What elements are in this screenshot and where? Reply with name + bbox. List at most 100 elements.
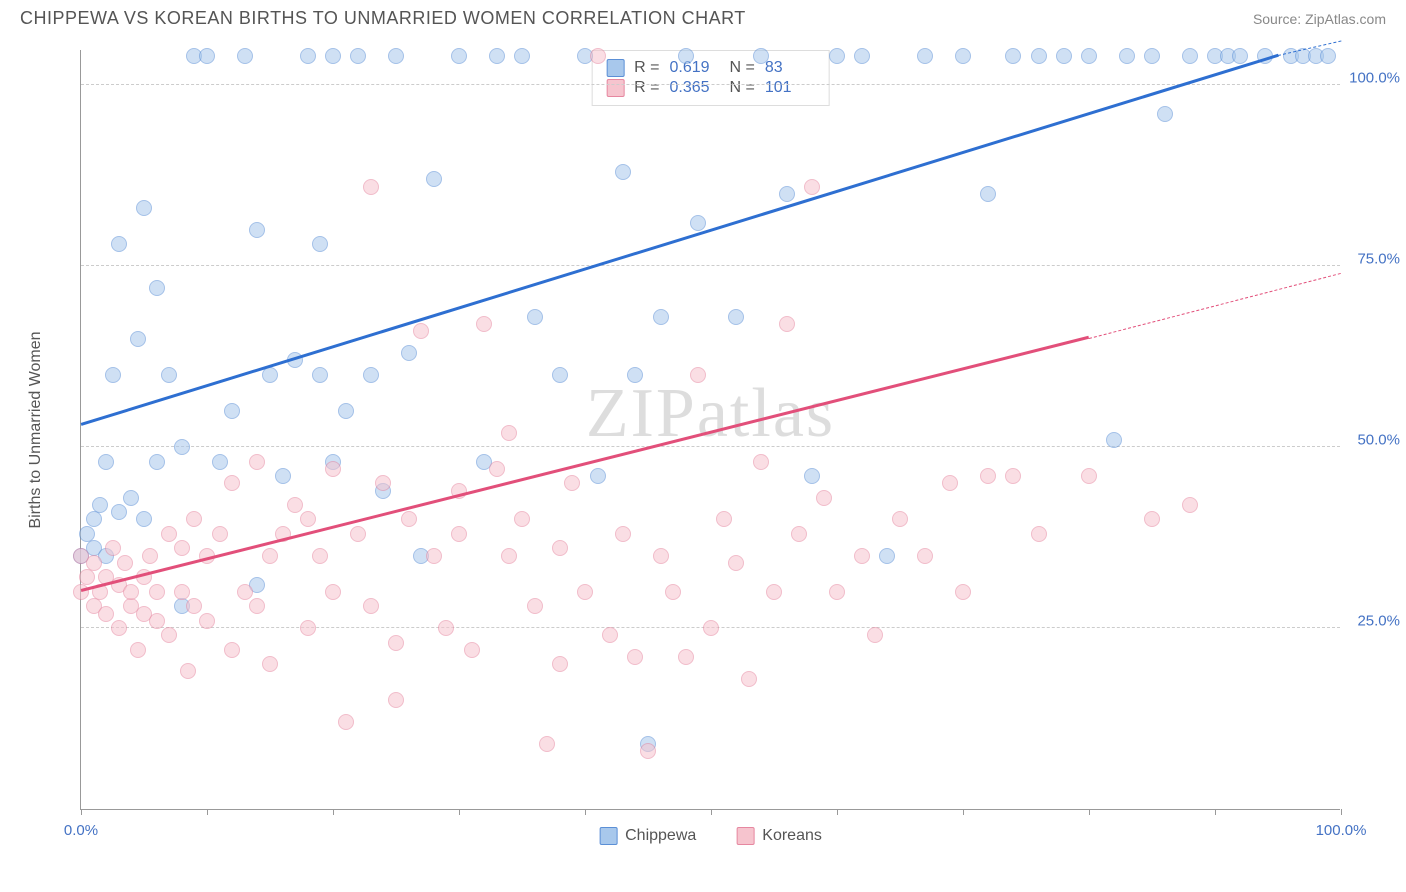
- scatter-point: [388, 48, 404, 64]
- scatter-point: [237, 584, 253, 600]
- scatter-point: [703, 620, 719, 636]
- scatter-point: [527, 598, 543, 614]
- scatter-point: [1106, 432, 1122, 448]
- scatter-point: [476, 316, 492, 332]
- chippewa-r-value: 0.619: [670, 59, 720, 77]
- scatter-point: [1320, 48, 1336, 64]
- scatter-point: [1157, 106, 1173, 122]
- scatter-point: [980, 186, 996, 202]
- scatter-point: [917, 548, 933, 564]
- scatter-point: [854, 48, 870, 64]
- scatter-point: [287, 497, 303, 513]
- x-tick: [963, 809, 964, 815]
- scatter-point: [186, 598, 202, 614]
- scatter-point: [375, 475, 391, 491]
- x-tick: [459, 809, 460, 815]
- stats-row-koreans: R = 0.365 N = 101: [606, 79, 815, 97]
- scatter-point: [665, 584, 681, 600]
- scatter-point: [338, 403, 354, 419]
- source-label: Source: ZipAtlas.com: [1253, 11, 1386, 27]
- legend-bottom: Chippewa Koreans: [599, 827, 822, 845]
- scatter-point: [92, 497, 108, 513]
- scatter-point: [1144, 48, 1160, 64]
- x-tick: [1089, 809, 1090, 815]
- scatter-point: [199, 613, 215, 629]
- scatter-point: [690, 367, 706, 383]
- scatter-point: [388, 692, 404, 708]
- scatter-point: [1031, 526, 1047, 542]
- scatter-point: [678, 649, 694, 665]
- scatter-point: [300, 511, 316, 527]
- scatter-point: [653, 309, 669, 325]
- trend-line: [81, 54, 1279, 426]
- grid-line: [81, 446, 1340, 447]
- scatter-point: [350, 526, 366, 542]
- scatter-point: [79, 569, 95, 585]
- scatter-point: [174, 439, 190, 455]
- scatter-point: [854, 548, 870, 564]
- scatter-point: [501, 548, 517, 564]
- scatter-point: [388, 635, 404, 651]
- scatter-point: [136, 200, 152, 216]
- scatter-point: [1081, 468, 1097, 484]
- scatter-point: [753, 454, 769, 470]
- y-tick-label: 25.0%: [1357, 613, 1400, 630]
- scatter-point: [741, 671, 757, 687]
- x-tick: [81, 809, 82, 815]
- scatter-point: [161, 627, 177, 643]
- scatter-point: [1081, 48, 1097, 64]
- scatter-point: [867, 627, 883, 643]
- scatter-point: [86, 555, 102, 571]
- scatter-point: [501, 425, 517, 441]
- x-tick: [585, 809, 586, 815]
- scatter-point: [325, 48, 341, 64]
- scatter-point: [199, 48, 215, 64]
- stats-row-chippewa: R = 0.619 N = 83: [606, 59, 815, 77]
- scatter-point: [955, 584, 971, 600]
- scatter-point: [779, 186, 795, 202]
- scatter-point: [552, 367, 568, 383]
- scatter-point: [766, 584, 782, 600]
- scatter-point: [275, 468, 291, 484]
- x-tick: [333, 809, 334, 815]
- scatter-point: [161, 367, 177, 383]
- scatter-point: [753, 48, 769, 64]
- scatter-point: [627, 649, 643, 665]
- scatter-point: [728, 555, 744, 571]
- chippewa-n-value: 83: [765, 59, 815, 77]
- scatter-point: [180, 663, 196, 679]
- scatter-point: [426, 171, 442, 187]
- scatter-point: [312, 236, 328, 252]
- scatter-point: [1119, 48, 1135, 64]
- scatter-point: [1182, 497, 1198, 513]
- scatter-point: [451, 48, 467, 64]
- scatter-point: [514, 48, 530, 64]
- x-tick-label: 0.0%: [64, 822, 98, 839]
- legend-koreans-label: Koreans: [762, 827, 822, 845]
- scatter-point: [514, 511, 530, 527]
- scatter-point: [363, 179, 379, 195]
- scatter-point: [300, 620, 316, 636]
- scatter-point: [577, 584, 593, 600]
- scatter-point: [262, 367, 278, 383]
- scatter-point: [123, 584, 139, 600]
- scatter-point: [249, 222, 265, 238]
- koreans-r-value: 0.365: [670, 79, 720, 97]
- scatter-point: [1056, 48, 1072, 64]
- scatter-point: [590, 468, 606, 484]
- scatter-point: [879, 548, 895, 564]
- scatter-point: [602, 627, 618, 643]
- scatter-point: [829, 48, 845, 64]
- scatter-point: [690, 215, 706, 231]
- scatter-point: [111, 236, 127, 252]
- scatter-point: [212, 526, 228, 542]
- scatter-point: [615, 164, 631, 180]
- scatter-point: [980, 468, 996, 484]
- chippewa-legend-swatch-icon: [599, 827, 617, 845]
- x-tick: [1215, 809, 1216, 815]
- legend-item-koreans: Koreans: [736, 827, 822, 845]
- scatter-point: [136, 511, 152, 527]
- koreans-legend-swatch-icon: [736, 827, 754, 845]
- scatter-point: [224, 642, 240, 658]
- scatter-point: [212, 454, 228, 470]
